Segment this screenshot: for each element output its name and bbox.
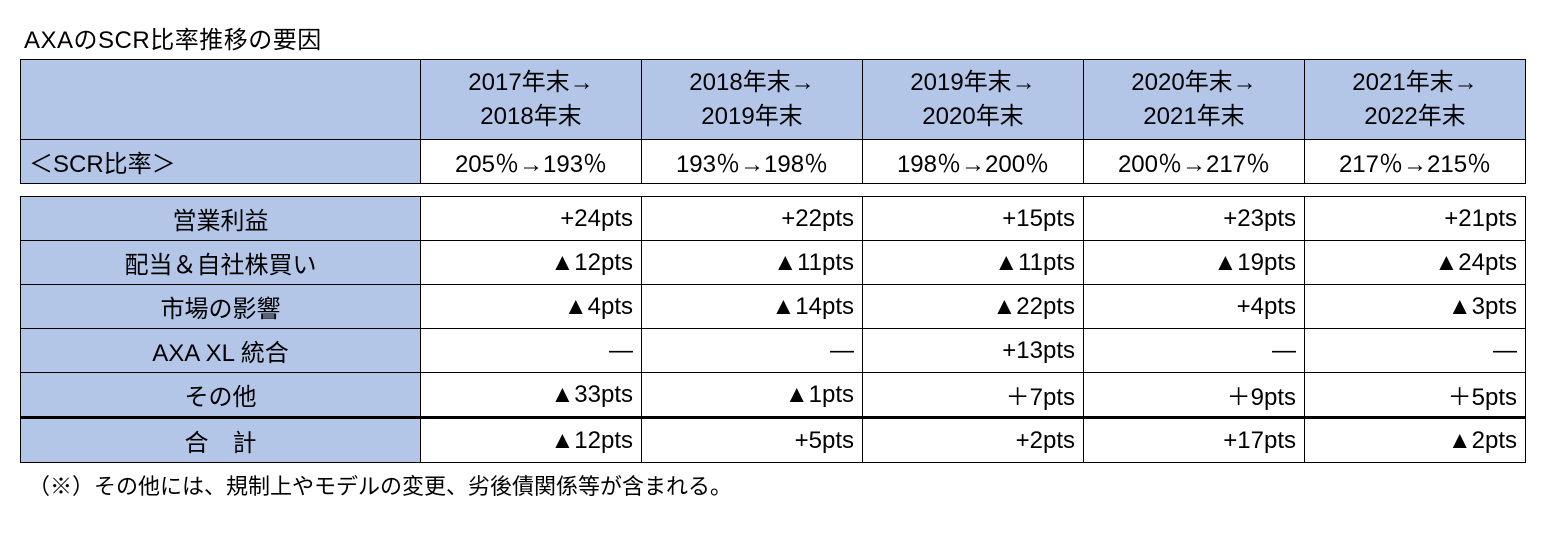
- cell-4-3: ＋9pts: [1084, 373, 1305, 418]
- period-col-4: 2021年末→2022年末: [1305, 60, 1526, 140]
- table-row: その他 ▲33pts ▲1pts ＋7pts ＋9pts ＋5pts: [21, 373, 1526, 418]
- total-3: +17pts: [1084, 418, 1305, 463]
- row-label-1: 配当＆自社株買い: [21, 241, 421, 285]
- row-label-0: 営業利益: [21, 197, 421, 241]
- period-header-row: 2017年末→2018年末 2018年末→2019年末 2019年末→2020年…: [21, 60, 1526, 140]
- period-col-1: 2018年末→2019年末: [642, 60, 863, 140]
- cell-1-3: ▲19pts: [1084, 241, 1305, 285]
- cell-2-1: ▲14pts: [642, 285, 863, 329]
- period-col-2: 2019年末→2020年末: [863, 60, 1084, 140]
- footnote: （※）その他には、規制上やモデルの変更、劣後債関係等が含まれる。: [20, 469, 1526, 501]
- table-row: 市場の影響 ▲4pts ▲14pts ▲22pts +4pts ▲3pts: [21, 285, 1526, 329]
- cell-2-2: ▲22pts: [863, 285, 1084, 329]
- period-col-3: 2020年末→2021年末: [1084, 60, 1305, 140]
- total-row: 合 計 ▲12pts +5pts +2pts +17pts ▲2pts: [21, 418, 1526, 463]
- cell-0-3: +23pts: [1084, 197, 1305, 241]
- table-row: 配当＆自社株買い ▲12pts ▲11pts ▲11pts ▲19pts ▲24…: [21, 241, 1526, 285]
- row-label-2: 市場の影響: [21, 285, 421, 329]
- scr-ratio-4: 217％→215％: [1305, 140, 1526, 184]
- cell-1-1: ▲11pts: [642, 241, 863, 285]
- header-blank: [21, 60, 421, 140]
- table-row: 営業利益 +24pts +22pts +15pts +23pts +21pts: [21, 197, 1526, 241]
- total-4: ▲2pts: [1305, 418, 1526, 463]
- cell-3-4: ―: [1305, 329, 1526, 373]
- scr-ratio-2: 198％→200％: [863, 140, 1084, 184]
- scr-ratio-1: 193％→198％: [642, 140, 863, 184]
- row-label-3: AXA XL 統合: [21, 329, 421, 373]
- total-2: +2pts: [863, 418, 1084, 463]
- scr-factors-table: 営業利益 +24pts +22pts +15pts +23pts +21pts …: [20, 196, 1526, 463]
- cell-2-3: +4pts: [1084, 285, 1305, 329]
- cell-0-2: +15pts: [863, 197, 1084, 241]
- cell-3-1: ―: [642, 329, 863, 373]
- cell-2-0: ▲4pts: [421, 285, 642, 329]
- cell-1-4: ▲24pts: [1305, 241, 1526, 285]
- table-title: AXAのSCR比率推移の要因: [20, 20, 1526, 55]
- table-row: AXA XL 統合 ― ― +13pts ― ―: [21, 329, 1526, 373]
- cell-1-0: ▲12pts: [421, 241, 642, 285]
- total-label: 合 計: [21, 418, 421, 463]
- cell-3-0: ―: [421, 329, 642, 373]
- cell-4-0: ▲33pts: [421, 373, 642, 418]
- cell-2-4: ▲3pts: [1305, 285, 1526, 329]
- cell-0-1: +22pts: [642, 197, 863, 241]
- scr-ratio-label: ＜SCR比率＞: [21, 140, 421, 184]
- scr-ratio-row: ＜SCR比率＞ 205％→193％ 193％→198％ 198％→200％ 20…: [21, 140, 1526, 184]
- total-0: ▲12pts: [421, 418, 642, 463]
- cell-1-2: ▲11pts: [863, 241, 1084, 285]
- period-col-0: 2017年末→2018年末: [421, 60, 642, 140]
- cell-4-2: ＋7pts: [863, 373, 1084, 418]
- cell-3-3: ―: [1084, 329, 1305, 373]
- cell-3-2: +13pts: [863, 329, 1084, 373]
- cell-0-4: +21pts: [1305, 197, 1526, 241]
- cell-4-4: ＋5pts: [1305, 373, 1526, 418]
- scr-ratio-0: 205％→193％: [421, 140, 642, 184]
- total-1: +5pts: [642, 418, 863, 463]
- scr-ratio-3: 200％→217％: [1084, 140, 1305, 184]
- cell-0-0: +24pts: [421, 197, 642, 241]
- scr-header-table: 2017年末→2018年末 2018年末→2019年末 2019年末→2020年…: [20, 59, 1526, 184]
- cell-4-1: ▲1pts: [642, 373, 863, 418]
- row-label-4: その他: [21, 373, 421, 418]
